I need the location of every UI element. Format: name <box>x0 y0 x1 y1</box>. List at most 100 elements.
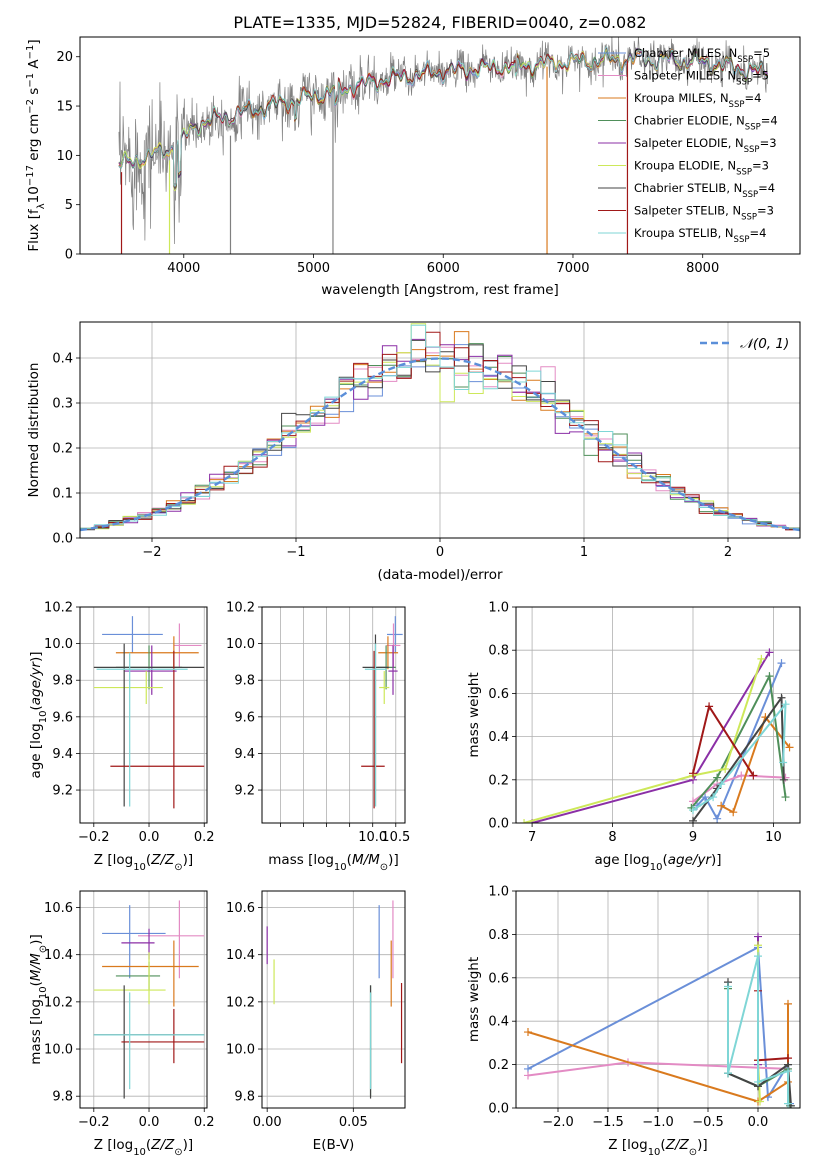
weight-vs-age-xlabel-part: 10 <box>650 862 663 873</box>
weight-point-marker <box>713 814 722 823</box>
spectrum-model-line <box>118 47 768 189</box>
mass-vs-z-xtick-label: 0.0 <box>139 1115 160 1130</box>
spectrum-legend-label-main: Salpeter STELIB, N <box>634 204 741 218</box>
spectrum-legend-label-main: Kroupa ELODIE, N <box>634 159 736 173</box>
weight-vs-z-xlabel-part: 10 <box>648 1147 661 1158</box>
weight-line <box>527 1003 789 1103</box>
weight-point-marker <box>713 773 722 782</box>
age-vs-z-frame <box>79 606 208 824</box>
mass-vs-z-xtick-label: −0.2 <box>78 1115 110 1130</box>
weight-vs-z-xtick-label: −2.0 <box>542 1115 574 1130</box>
spectrum-ylabel-part: λ <box>36 203 47 209</box>
age-vs-z-ylabel-part: 10 <box>38 711 49 724</box>
weight-line <box>527 945 791 1104</box>
age-vs-mass-xlabel-part: ( <box>347 852 352 868</box>
spectrum-legend-label: Chabrier STELIB, NSSP=4 <box>634 181 775 200</box>
spectrum-legend-label-sub: SSP <box>741 213 757 223</box>
spectrum-ylabel-part: −2 <box>25 99 36 114</box>
weight-point-marker <box>757 654 766 663</box>
mass-vs-z-axes: −0.2 0.0 0.29.810.010.210.410.6Z [log10(Z/… <box>28 890 215 1158</box>
spectrum-legend-label-sub: SSP <box>734 235 750 245</box>
weight-point-marker <box>717 780 726 789</box>
weight-point-marker <box>765 648 774 657</box>
spectrum-legend-label-main: Chabrier STELIB, N <box>634 181 742 195</box>
spectrum-legend-label: Chabrier MILES, NSSP=5 <box>634 46 770 65</box>
spectrum-frame-group: 4000 5000 6000 7000 8000 0 5 10 15 20 wavelength [… <box>25 36 801 298</box>
weight-line <box>696 662 783 821</box>
weight-vs-age-plot <box>520 648 794 823</box>
age-vs-z-xlabel: Z [log10(Z/Z⊙)] <box>94 852 193 873</box>
mass-vs-z-xlabel-part: Z [log <box>94 1137 133 1153</box>
spectrum-ytick-label: 5 <box>65 198 73 213</box>
weight-vs-z-ytick-label: 0.4 <box>488 1015 509 1030</box>
residuals-xlabel: (data-model)/error <box>377 567 503 583</box>
age-vs-mass-xlabel-part: M/M <box>352 852 380 868</box>
mass-vs-z-ylabel-part: ⊙ <box>38 945 49 953</box>
residuals-xtick-label: −2 <box>142 545 161 560</box>
spectrum-legend-label-suffix: =4 <box>758 181 775 195</box>
weight-vs-z-ytick-label: 0.0 <box>488 1102 509 1117</box>
mass-vs-z-ytick-label: 10.4 <box>44 948 73 963</box>
age-vs-mass-ytick-label: 9.4 <box>234 747 255 762</box>
weight-point-marker <box>724 1069 732 1078</box>
spectrum-legend-label-suffix: =4 <box>749 226 766 240</box>
mass-vs-ebv-plot <box>266 900 403 1099</box>
weight-vs-age-xtick-label: 7 <box>528 830 536 845</box>
weight-vs-z-ytick-label: 1.0 <box>488 885 509 900</box>
mass-vs-z-ylabel-part: M/M <box>28 953 44 981</box>
age-vs-z-ytick-label: 9.2 <box>52 784 73 799</box>
weight-point-marker <box>724 982 732 991</box>
spectrum-ylabel-part: −1 <box>25 73 36 88</box>
spectrum-ytick-label: 10 <box>56 149 73 164</box>
weight-point-marker <box>688 769 697 778</box>
mass-vs-z-ytick-label: 9.8 <box>52 1090 73 1105</box>
age-vs-mass-ytick-label: 10.0 <box>226 637 255 652</box>
age-vs-mass-frame <box>261 606 406 824</box>
residuals-frame-group: −2 −1 0 1 2 0.0 0.1 0.2 0.3 0.4 𝒩(0, 1) (data-model… <box>26 321 801 583</box>
weight-vs-age-ytick-label: 0.0 <box>488 817 509 832</box>
mass-vs-z-xlabel-part: ( <box>146 1137 151 1153</box>
weight-vs-age-xlabel-part: )] <box>711 852 722 868</box>
residuals-axes: −2 −1 0 1 2 0.0 0.1 0.2 0.3 0.4 𝒩(0, 1) (data-model… <box>26 321 801 583</box>
spectrum-legend-label: Chabrier ELODIE, NSSP=4 <box>634 114 778 133</box>
age-vs-mass-xtick-label: 10.5 <box>381 830 410 845</box>
spectrum-legend-label: Kroupa ELODIE, NSSP=3 <box>634 159 769 178</box>
weight-point-marker <box>701 793 710 802</box>
age-vs-z-xtick-label: 0.2 <box>194 830 215 845</box>
normal-curve-line <box>80 357 800 532</box>
mass-vs-ebv-frame-group: 0.00 0.05 9.8 10.0 10.2 10.4 10.6 <box>226 890 406 1130</box>
mass-vs-z-ytick-label: 10.6 <box>44 901 73 916</box>
residuals-xtick-label: 1 <box>580 545 588 560</box>
mass-vs-z-xlabel-part: ⊙ <box>174 1147 182 1158</box>
weight-vs-z-xlabel-part: Z [log <box>608 1137 647 1153</box>
mass-vs-ebv-xtick-label: 0.05 <box>339 1115 368 1130</box>
age-vs-z-ylabel-part: )] <box>28 651 44 662</box>
weight-vs-age-grid <box>516 606 800 824</box>
weight-vs-age-ytick-label: 0.6 <box>488 687 509 702</box>
spectrum-legend-label-main: Kroupa STELIB, N <box>634 226 734 240</box>
age-vs-z-frame-group: −0.2 0.0 0.29.29.49.69.810.010.2Z [log10(Z… <box>28 601 215 873</box>
residuals-ytick-label: 0.2 <box>52 442 73 457</box>
weight-point-marker <box>756 1097 764 1106</box>
mass-vs-ebv-xtick-label: 0.00 <box>253 1115 282 1130</box>
spectrum-legend-label-main: Chabrier ELODIE, N <box>634 114 745 128</box>
weight-point-marker <box>781 793 790 802</box>
weight-line <box>690 672 787 809</box>
spectrum-xtick-label: 5000 <box>297 261 330 276</box>
age-vs-z-axes: −0.2 0.0 0.29.29.49.69.810.010.2Z [log10(Z… <box>28 601 215 873</box>
weight-vs-z-ylabel: mass weight <box>466 957 482 1042</box>
age-vs-mass-ytick-label: 9.2 <box>234 784 255 799</box>
spectrum-ytick-label: 15 <box>56 100 73 115</box>
spectrum-xtick-label: 4000 <box>167 261 200 276</box>
weight-vs-z-xtick-label: −0.5 <box>692 1115 724 1130</box>
mass-vs-z-xtick-label: 0.2 <box>194 1115 215 1130</box>
mass-vs-z-plot <box>93 900 205 1099</box>
weight-vs-age-ytick-label: 1.0 <box>488 601 509 616</box>
spectrum-legend-label-sub: SSP <box>736 78 752 88</box>
weight-line <box>692 694 785 822</box>
age-vs-z-ylabel-part: age [log <box>28 723 44 778</box>
weight-vs-z-plot <box>524 932 795 1108</box>
residuals-plot <box>80 323 800 538</box>
mass-vs-ebv-axes: 0.00 0.05 9.8 10.0 10.2 10.4 10.6 <box>226 890 406 1130</box>
